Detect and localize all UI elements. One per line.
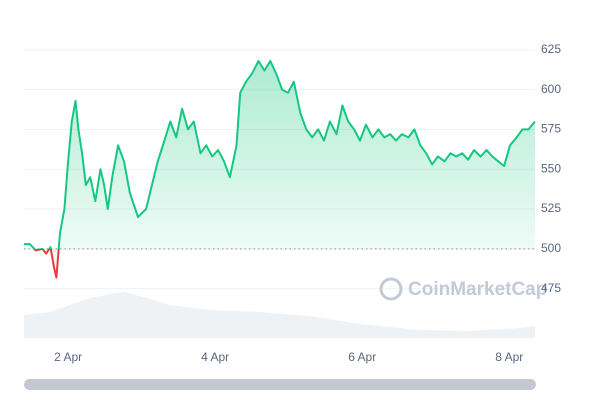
watermark: CoinMarketCap: [379, 277, 547, 301]
x-tick-label: 2 Apr: [54, 350, 82, 364]
price-line: [24, 60, 536, 279]
y-tick-label: 525: [541, 201, 561, 215]
y-tick-label: 600: [541, 82, 561, 96]
x-tick-label: 6 Apr: [348, 350, 376, 364]
x-tick-label: 4 Apr: [201, 350, 229, 364]
scrollbar[interactable]: [24, 379, 536, 390]
y-tick-label: 475: [541, 281, 561, 295]
price-area: [24, 61, 535, 278]
watermark-text: CoinMarketCap: [408, 279, 547, 300]
x-tick-label: 8 Apr: [495, 350, 523, 364]
y-tick-label: 550: [541, 161, 561, 175]
y-tick-label: 625: [541, 42, 561, 56]
y-tick-label: 500: [541, 241, 561, 255]
volume-area: [24, 292, 535, 338]
y-tick-label: 575: [541, 122, 561, 136]
